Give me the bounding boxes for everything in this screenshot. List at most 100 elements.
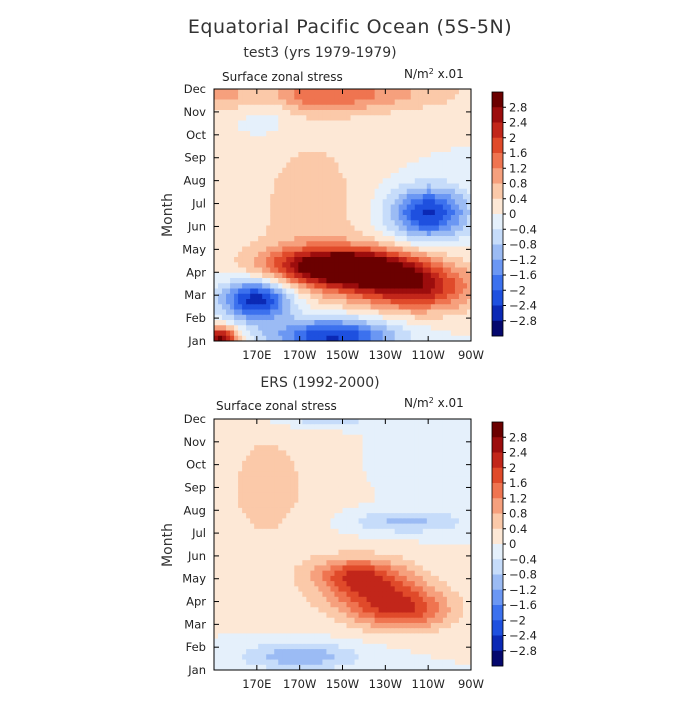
contour-cell [290,100,295,106]
contour-cell [286,215,291,221]
contour-cell [234,231,239,237]
contour-cell [254,252,259,258]
contour-cell [310,262,315,268]
contour-cell [326,529,331,535]
contour-cell [347,628,352,634]
contour-cell [222,173,227,179]
contour-cell [347,220,352,226]
contour-cell [347,215,352,221]
contour-cell [262,257,267,263]
contour-cell [338,618,343,624]
contour-cell [431,194,436,200]
contour-cell [258,247,263,253]
contour-cell [298,278,303,284]
contour-cell [222,539,227,545]
contour-cell [286,466,291,472]
contour-cell [443,94,448,100]
contour-cell [270,623,275,629]
contour-cell [375,136,380,142]
contour-cell [294,592,299,598]
contour-cell [290,508,295,514]
contour-cell [314,310,319,316]
contour-cell [290,299,295,305]
contour-cell [234,586,239,592]
contour-cell [371,163,376,169]
contour-cell [347,524,352,530]
contour-cell [214,283,219,289]
contour-cell [222,94,227,100]
contour-cell [363,597,368,603]
contour-cell [322,445,327,451]
contour-cell [258,257,263,263]
contour-cell [222,649,227,655]
contour-cell [355,623,360,629]
contour-cell [322,607,327,613]
contour-cell [334,456,339,462]
contour-cell [218,289,223,295]
contour-cell [262,178,267,184]
colorbar-swatch [492,229,503,245]
contour-cell [282,440,287,446]
contour-cell [246,644,251,650]
contour-cell [254,435,259,441]
contour-cell [258,210,263,216]
contour-cell [318,184,323,190]
contour-cell [387,278,392,284]
contour-cell [359,424,364,430]
contour-cell [403,210,408,216]
contour-cell [270,618,275,624]
contour-cell [351,299,356,305]
contour-cell [391,299,396,305]
contour-cell [218,194,223,200]
contour-cell [306,157,311,163]
contour-cell [266,633,271,639]
contour-cell [242,492,247,498]
contour-cell [230,639,235,645]
contour-cell [326,304,331,310]
contour-cell [222,310,227,316]
contour-cell [359,545,364,551]
contour-cell [411,157,416,163]
contour-cell [355,320,360,326]
contour-cell [222,325,227,331]
contour-cell [367,205,372,211]
contour-cell [355,215,360,221]
contour-cell [431,299,436,305]
contour-cell [254,471,259,477]
contour-cell [314,524,319,530]
contour-cell [326,477,331,483]
contour-cell [455,268,460,274]
contour-cell [290,571,295,577]
contour-cell [330,429,335,435]
contour-cell [367,100,372,106]
contour-cell [290,482,295,488]
contour-cell [383,126,388,132]
contour-cell [427,226,432,232]
contour-cell [443,299,448,305]
contour-cell [455,110,460,116]
contour-cell [379,94,384,100]
contour-cell [338,325,343,331]
contour-cell [443,257,448,263]
contour-cell [250,252,255,258]
contour-cell [343,136,348,142]
contour-cell [343,262,348,268]
contour-cell [403,268,408,274]
contour-cell [351,304,356,310]
contour-cell [266,231,271,237]
contour-cell [310,331,315,337]
contour-cell [334,126,339,132]
contour-cell [234,524,239,530]
contour-cell [375,89,380,95]
contour-cell [266,184,271,190]
contour-cell [214,131,219,137]
contour-cell [355,315,360,321]
contour-cell [242,147,247,153]
contour-cell [379,278,384,284]
contour-cell [375,220,380,226]
contour-cell [294,607,299,613]
contour-cell [306,131,311,137]
contour-cell [258,419,263,425]
contour-cell [214,550,219,556]
contour-cell [242,429,247,435]
